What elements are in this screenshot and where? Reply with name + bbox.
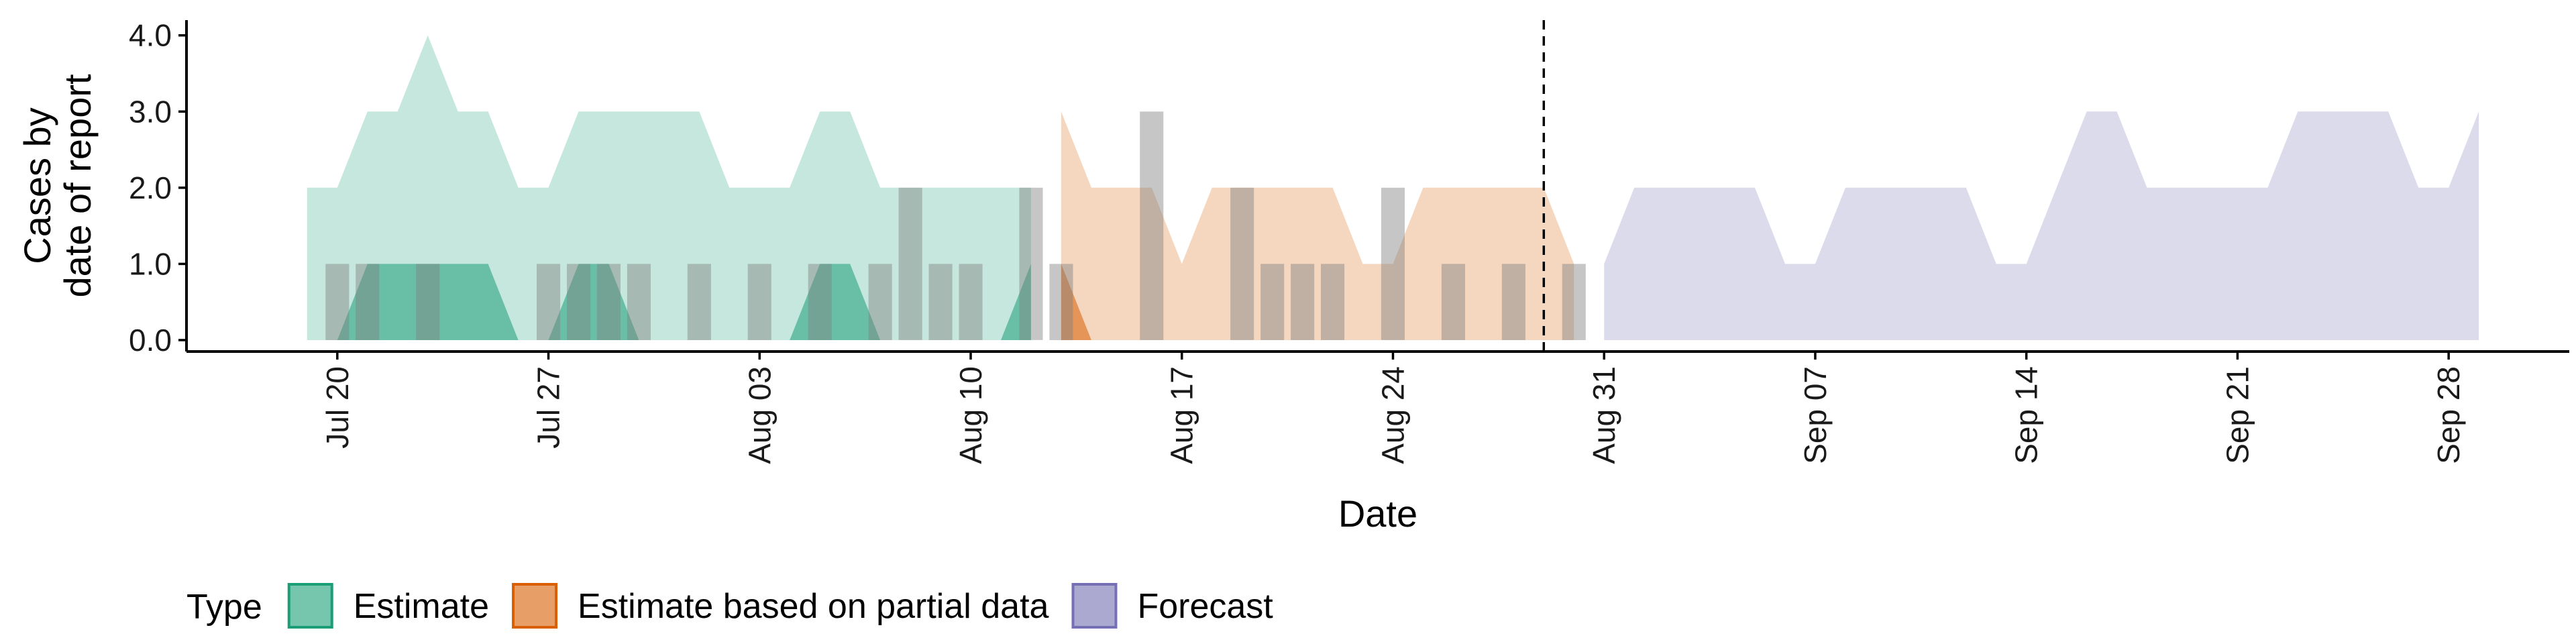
outer-band-forecast: [1604, 111, 2479, 341]
x-tick-label: Aug 17: [1165, 366, 1199, 464]
y-tick-label: 1.0: [129, 246, 172, 281]
x-tick-label: Aug 10: [953, 366, 988, 464]
observed-bar: [1140, 111, 1164, 341]
observed-bar: [537, 264, 561, 340]
legend-item-estimate-based-on-partial-data: Estimate based on partial data: [512, 583, 1049, 629]
x-tick-label: Sep 14: [2009, 366, 2044, 464]
x-tick-label: Sep 28: [2431, 366, 2466, 464]
observed-bar: [928, 264, 953, 340]
legend-item-forecast: Forecast: [1071, 583, 1273, 629]
x-tick-label: Aug 03: [742, 366, 777, 464]
observed-bar: [959, 264, 983, 340]
legend-label: Estimate based on partial data: [578, 587, 1049, 626]
y-axis-title: Cases bydate of report: [16, 74, 99, 298]
observed-bar: [1049, 264, 1073, 340]
observed-bar: [627, 264, 651, 340]
inner-band-estimate-based-on-partial-data: [1061, 264, 1091, 340]
y-tick-label: 2.0: [129, 170, 172, 205]
observed-bar: [596, 264, 621, 340]
observed-bar: [356, 264, 380, 340]
y-axis-title-line: Cases by: [16, 107, 58, 264]
observed-bar: [808, 264, 832, 340]
x-tick-label: Aug 31: [1587, 366, 1621, 464]
outer-band-estimate-based-on-partial-data: [1061, 111, 1574, 341]
observed-bar: [687, 264, 711, 340]
observed-bar: [1501, 264, 1525, 340]
axes: 0.0 1.0 2.0 3.0 4.0 Jul 20 Jul 27 Aug 03 Aug 10 A…: [16, 18, 2569, 535]
x-tick-label: Jul 27: [531, 366, 566, 449]
observed-bar: [1019, 187, 1043, 340]
y-tick-label: 0.0: [129, 323, 172, 358]
observed-bar: [1381, 187, 1405, 340]
uncertainty-bands: [307, 35, 2479, 341]
legend-swatch: [287, 583, 333, 629]
observed-bar: [1562, 264, 1586, 340]
observed-bar: [1321, 264, 1345, 340]
legend: Type Estimate Estimate based on partial da…: [186, 583, 1273, 629]
observed-bar: [416, 264, 440, 340]
legend-title: Type: [186, 588, 262, 627]
x-tick-label: Sep 07: [1798, 366, 1833, 464]
observed-bar: [747, 264, 771, 340]
legend-label: Estimate: [354, 587, 489, 626]
observed-bar: [898, 187, 922, 340]
x-axis-title: Date: [1338, 492, 1417, 535]
x-tick-label: Sep 21: [2220, 366, 2255, 464]
inner-band-estimate: [307, 264, 1031, 340]
y-tick-label: 4.0: [129, 18, 172, 53]
observed-bar: [567, 264, 591, 340]
observed-bar: [1441, 264, 1465, 340]
observed-bar: [868, 264, 892, 340]
observed-bar: [325, 264, 350, 340]
observed-case-bars: [325, 111, 1586, 341]
legend-label: Forecast: [1137, 587, 1273, 626]
y-tick-label: 3.0: [129, 94, 172, 129]
legend-item-estimate: Estimate: [287, 583, 489, 629]
x-tick-label: Aug 24: [1375, 366, 1410, 464]
x-tick-label: Jul 20: [320, 366, 355, 449]
legend-swatch: [1071, 583, 1118, 629]
observed-bar: [1291, 264, 1315, 340]
y-axis-title-line: date of report: [56, 74, 99, 298]
observed-bar: [1260, 264, 1285, 340]
legend-swatch: [512, 583, 558, 629]
observed-bar: [1230, 187, 1254, 340]
